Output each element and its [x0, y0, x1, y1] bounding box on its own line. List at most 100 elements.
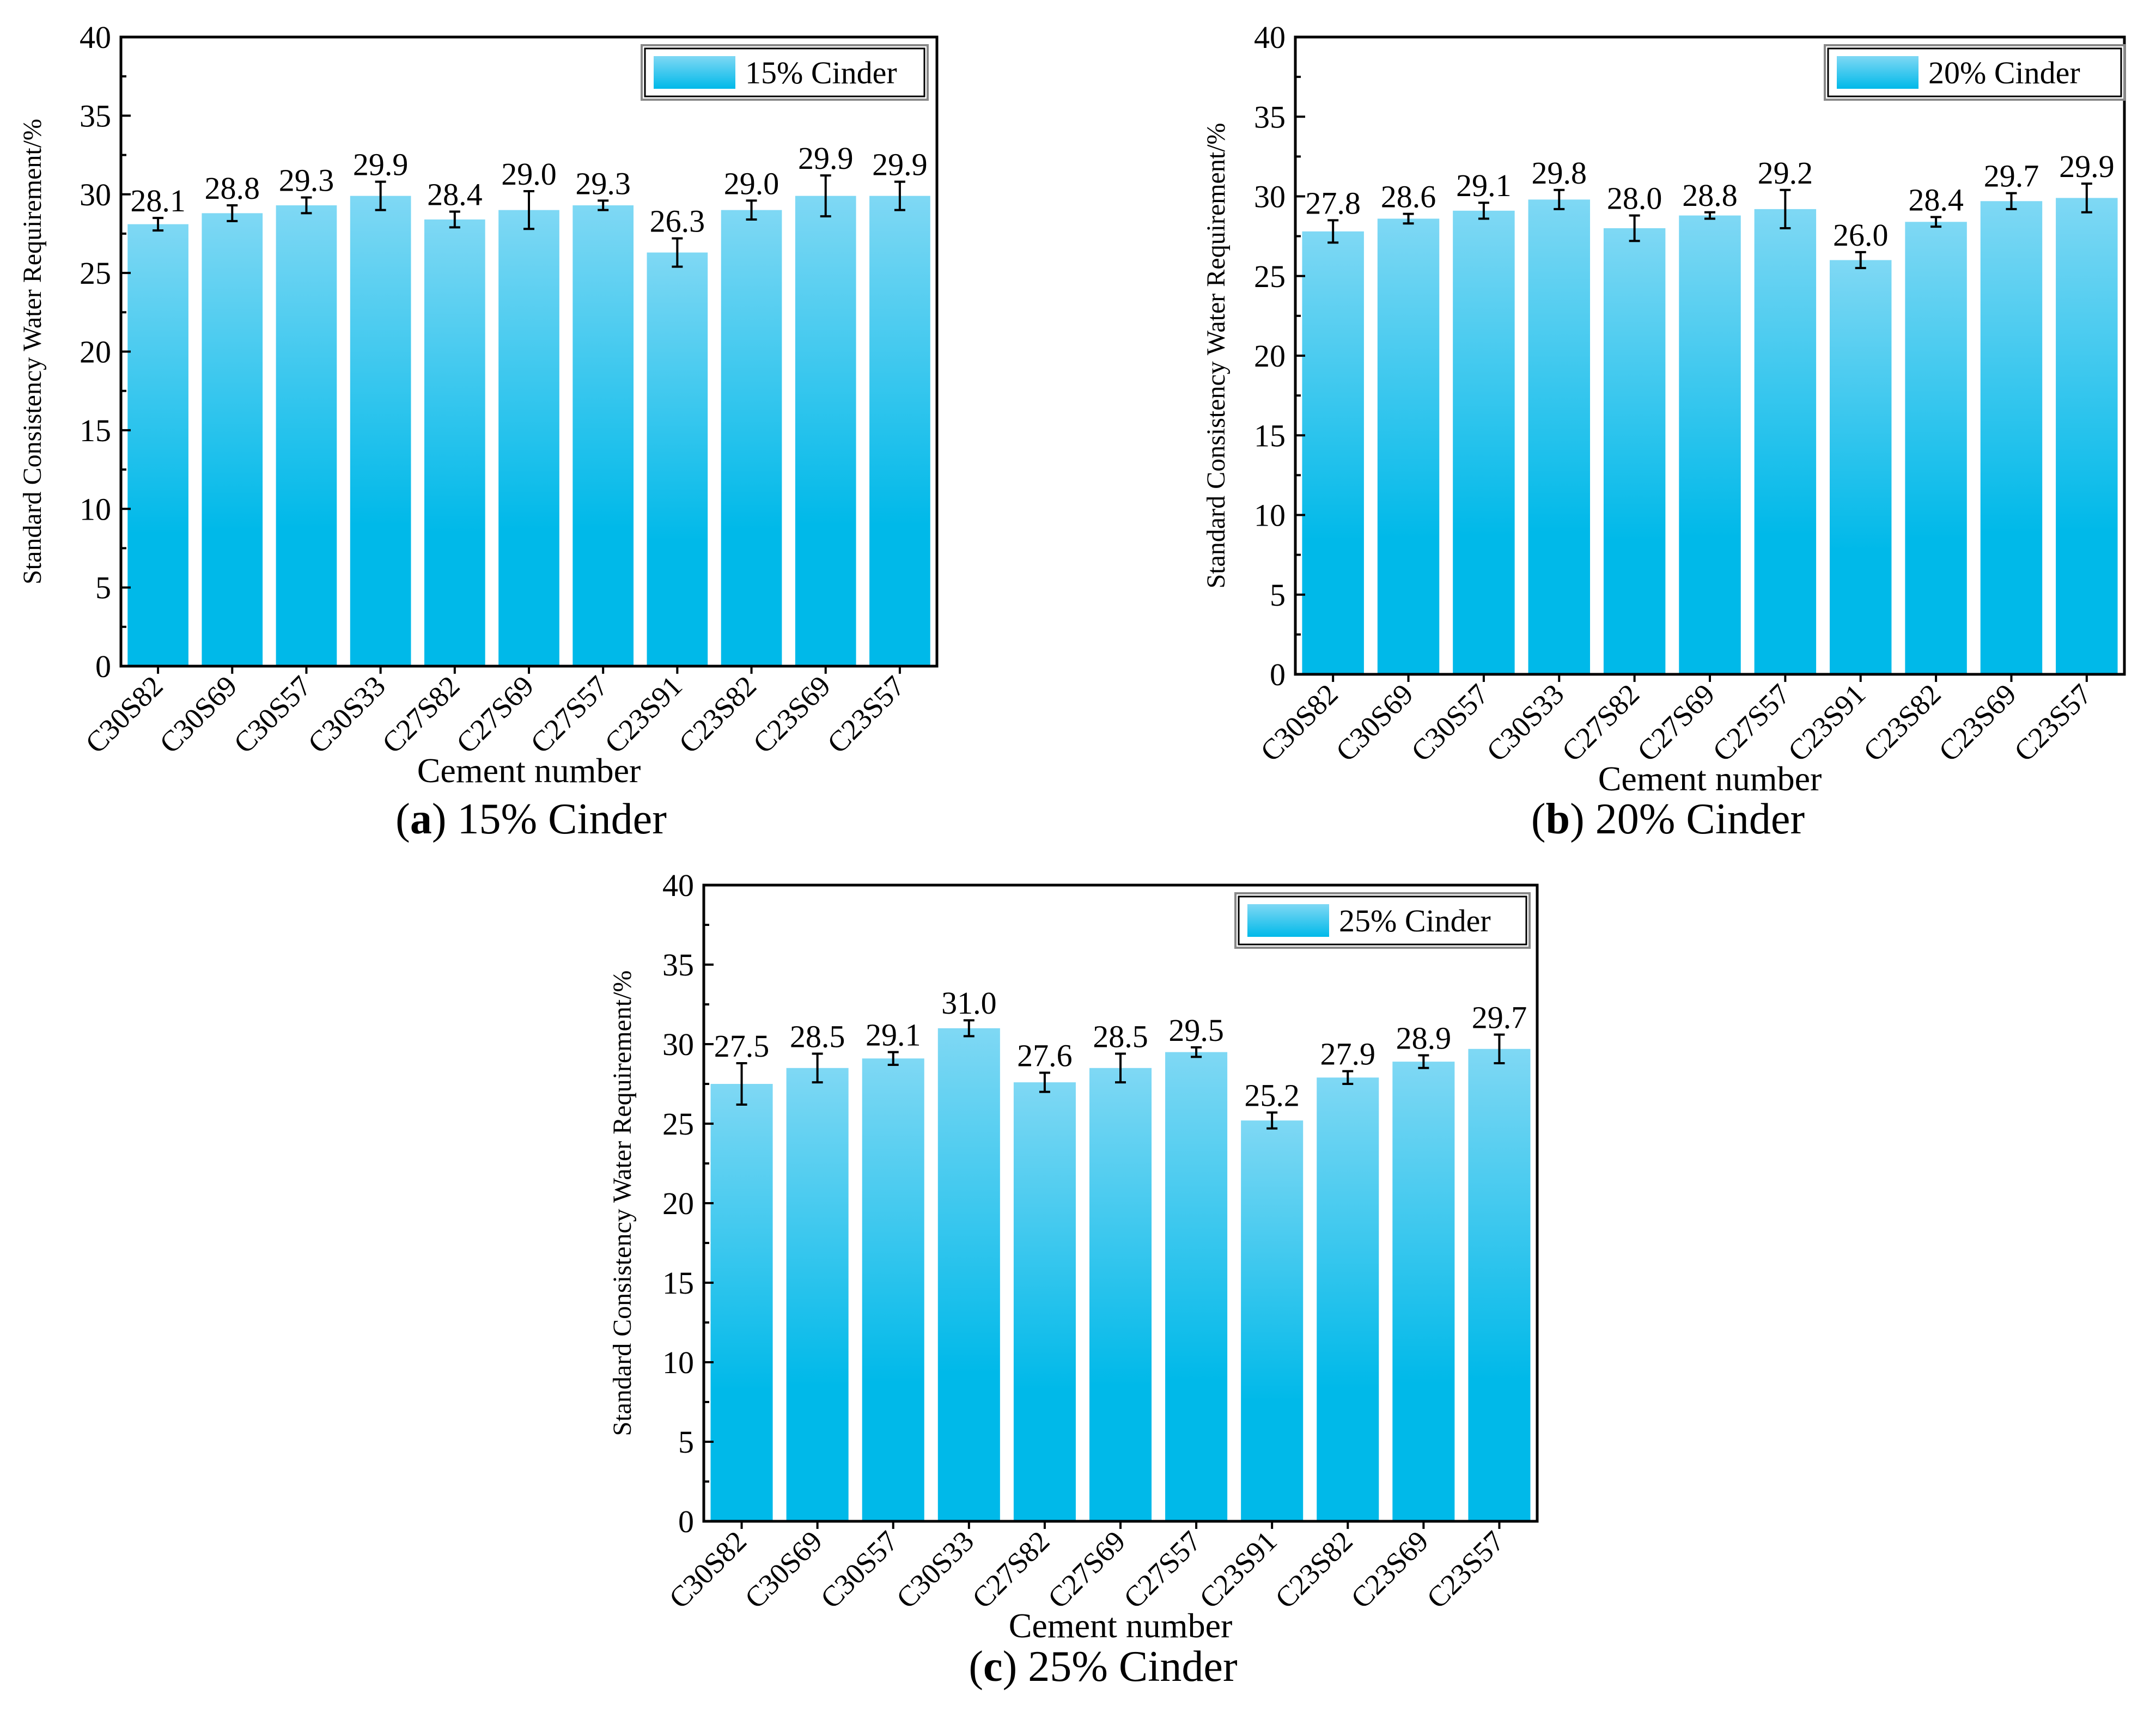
- y-tick-label: 10: [1254, 498, 1286, 533]
- legend-inner-border: [1827, 47, 2122, 97]
- panel-caption: (b) 20% Cinder: [1531, 795, 1805, 843]
- bar: [1317, 1077, 1379, 1521]
- data-label: 29.9: [353, 147, 409, 182]
- y-axis-title: Standard Consistency Water Requirement/%: [18, 119, 47, 584]
- data-label: 29.7: [1984, 159, 2039, 194]
- legend-label: 20% Cinder: [1928, 55, 2080, 90]
- y-tick-label: 35: [80, 98, 111, 133]
- data-label: 28.5: [790, 1019, 845, 1054]
- caption-paren-close: ): [432, 795, 447, 843]
- y-tick-label: 25: [80, 255, 111, 291]
- data-label: 29.9: [2059, 149, 2115, 184]
- data-label: 28.0: [1607, 181, 1662, 216]
- y-tick-label: 15: [662, 1265, 694, 1301]
- x-tick-label: C23S57: [2008, 678, 2098, 768]
- x-tick-label: C23S69: [1344, 1525, 1435, 1615]
- y-tick-label: 5: [1270, 577, 1286, 613]
- y-axis-title: Standard Consistency Water Requirement/%: [1202, 123, 1231, 588]
- legend-swatch: [1837, 56, 1919, 89]
- data-label: 27.8: [1305, 185, 1361, 221]
- y-axis-title: Standard Consistency Water Requirement/%: [608, 970, 637, 1436]
- y-tick-label: 35: [662, 947, 694, 983]
- data-label: 28.5: [1093, 1019, 1148, 1054]
- bar: [1302, 231, 1364, 675]
- data-label: 25.2: [1244, 1078, 1300, 1113]
- bar: [573, 205, 634, 666]
- caption-text: 25% Cinder: [1017, 1643, 1237, 1691]
- legend-label: 15% Cinder: [745, 55, 897, 90]
- panel-caption: (a) 15% Cinder: [395, 795, 667, 843]
- x-tick-label: C30S82: [1254, 678, 1344, 768]
- data-label: 27.5: [714, 1028, 770, 1064]
- caption-paren-open: (: [1531, 795, 1546, 843]
- caption-paren-close: ): [1003, 1643, 1018, 1691]
- x-tick-label: C30S33: [1480, 678, 1570, 768]
- bar: [795, 196, 856, 666]
- bar: [1754, 209, 1817, 674]
- x-tick-label: C27S82: [376, 669, 466, 760]
- data-label: 28.1: [130, 183, 186, 218]
- y-tick-label: 30: [80, 177, 111, 212]
- bar: [1980, 201, 2043, 674]
- y-tick-label: 40: [1254, 20, 1286, 55]
- y-tick-label: 0: [1270, 657, 1286, 692]
- bar: [937, 1028, 1000, 1521]
- x-tick-label: C27S69: [450, 669, 540, 760]
- y-tick-label: 35: [1254, 99, 1286, 135]
- bar: [862, 1058, 924, 1521]
- legend: 20% Cinder: [1824, 44, 2125, 101]
- data-label: 26.0: [1833, 217, 1889, 253]
- bar: [2056, 198, 2118, 674]
- data-label: 28.8: [205, 170, 260, 206]
- bar: [1241, 1120, 1304, 1521]
- bar: [786, 1068, 849, 1521]
- x-tick-label: C30S69: [1330, 678, 1420, 768]
- bar: [1377, 218, 1440, 674]
- bar: [1603, 228, 1666, 674]
- x-axis-title: Cement number: [417, 751, 641, 790]
- caption-paren-open: (: [395, 795, 410, 843]
- x-tick-label: C27S57: [1706, 678, 1796, 768]
- x-tick-label: C23S69: [1932, 678, 2023, 768]
- x-tick-label: C23S57: [821, 669, 911, 760]
- legend-swatch: [1247, 904, 1329, 937]
- x-tick-label: C30S33: [302, 669, 392, 760]
- x-tick-label: C23S82: [1857, 678, 1947, 768]
- legend-inner-border: [1238, 895, 1527, 946]
- data-label: 29.0: [501, 156, 557, 192]
- bar: [721, 210, 782, 666]
- bar: [1829, 260, 1892, 674]
- y-tick-label: 15: [80, 413, 111, 448]
- x-tick-label: C30S33: [890, 1525, 980, 1615]
- bar: [276, 205, 337, 666]
- x-tick-label: C30S69: [153, 669, 243, 760]
- data-label: 29.0: [724, 166, 779, 201]
- bar: [1089, 1068, 1152, 1521]
- bar: [1528, 199, 1591, 675]
- caption-letter: c: [983, 1643, 1003, 1691]
- bar: [1905, 222, 1967, 674]
- legend-label: 25% Cinder: [1339, 903, 1491, 938]
- data-label: 28.4: [1908, 182, 1964, 218]
- data-label: 29.3: [575, 166, 631, 201]
- bar: [1679, 215, 1741, 675]
- y-tick-label: 30: [1254, 179, 1286, 215]
- x-tick-label: C30S57: [1405, 678, 1495, 768]
- y-tick-label: 5: [95, 570, 111, 606]
- chart-panel-c: 27.5 28.5 29.1 31.0 27.6 28.5 29.5 25.2 27.9 28.9…: [608, 868, 1539, 1691]
- data-label: 28.8: [1682, 178, 1738, 213]
- x-tick-label: C30S57: [814, 1525, 905, 1615]
- y-tick-label: 25: [662, 1106, 694, 1142]
- x-tick-label: C23S91: [1193, 1525, 1283, 1615]
- data-label: 31.0: [941, 985, 997, 1021]
- x-tick-label: C30S57: [227, 669, 318, 760]
- caption-letter: b: [1546, 795, 1570, 843]
- chart-panel-a: 28.1 28.8 29.3 29.9 28.4 29.0 29.3 26.3 29.0 29.9…: [18, 20, 939, 843]
- x-tick-label: C27S69: [1042, 1525, 1132, 1615]
- x-tick-label: C27S57: [524, 669, 614, 760]
- panel-caption: (c) 25% Cinder: [969, 1643, 1237, 1691]
- y-tick-label: 0: [678, 1504, 694, 1539]
- y-tick-label: 20: [1254, 338, 1286, 374]
- caption-letter: a: [410, 795, 432, 843]
